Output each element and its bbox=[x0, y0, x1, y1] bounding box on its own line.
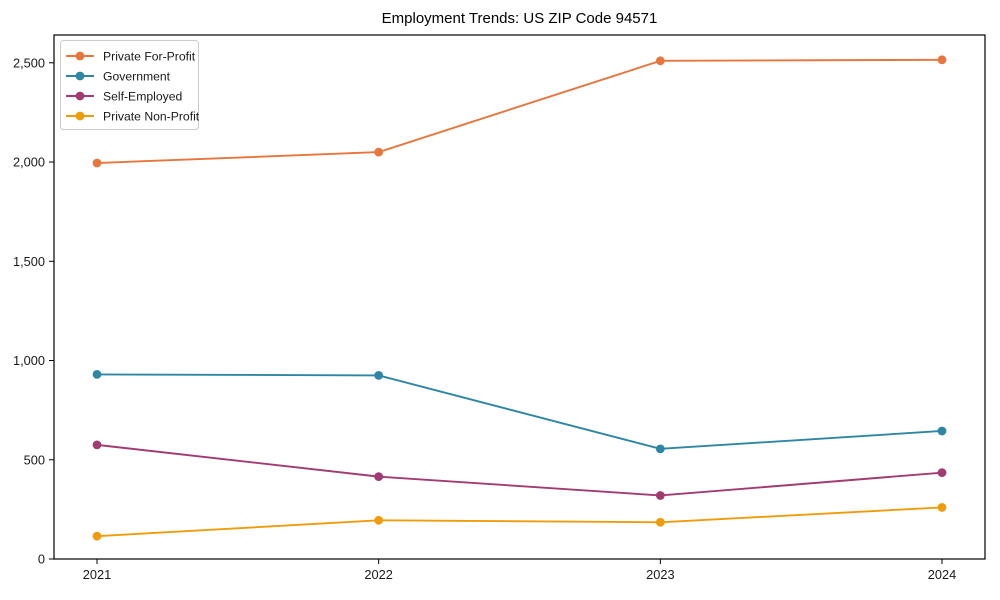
x-axis-tick-label: 2023 bbox=[646, 567, 674, 582]
series-marker-self-employed bbox=[92, 440, 102, 450]
y-axis-tick-label: 1,000 bbox=[13, 353, 45, 368]
x-axis-tick-label: 2024 bbox=[928, 567, 956, 582]
plot-border bbox=[53, 34, 986, 560]
legend-label-government: Government bbox=[103, 69, 171, 83]
legend-label-private-for-profit: Private For-Profit bbox=[103, 49, 196, 63]
legend-label-self-employed: Self-Employed bbox=[103, 89, 182, 103]
series-marker-self-employed bbox=[655, 491, 665, 500]
legend-marker-government bbox=[75, 71, 85, 81]
series-marker-private-for-profit bbox=[374, 147, 384, 157]
chart-title: Employment Trends: US ZIP Code 94571 bbox=[382, 10, 658, 27]
series-marker-self-employed bbox=[374, 472, 384, 482]
series-marker-private-non-profit bbox=[374, 515, 384, 525]
legend-box bbox=[60, 40, 199, 130]
series-marker-government bbox=[655, 444, 665, 454]
series-line-government bbox=[96, 373, 943, 450]
legend-label-private-non-profit: Private Non-Profit bbox=[103, 109, 200, 123]
series-line-private-for-profit bbox=[96, 58, 943, 164]
y-axis-tick-label: 1,500 bbox=[13, 254, 45, 269]
x-axis-tick-label: 2021 bbox=[83, 567, 111, 582]
series-marker-private-for-profit bbox=[92, 158, 102, 168]
series-marker-private-non-profit bbox=[655, 517, 665, 527]
legend: Private For-Profit Government Self-Employe… bbox=[60, 40, 200, 130]
series-marker-private-for-profit bbox=[655, 56, 665, 66]
y-axis-tick-label: 0 bbox=[38, 552, 45, 567]
x-axis-tick-label: 2022 bbox=[364, 567, 392, 582]
series-marker-government bbox=[374, 371, 384, 380]
series-line-private-non-profit bbox=[96, 506, 943, 538]
plot-area: 0 500 1,000 1,500 2,000 2,500 2021 2022 2023 2024… bbox=[13, 34, 986, 582]
legend-marker-self-employed bbox=[75, 91, 85, 101]
y-axis-tick-label: 2,500 bbox=[13, 55, 45, 70]
y-axis-tick-label: 500 bbox=[24, 452, 45, 467]
series-marker-government bbox=[92, 370, 102, 379]
series-line-self-employed bbox=[96, 443, 943, 497]
legend-marker-private-non-profit bbox=[75, 111, 85, 121]
series-marker-self-employed bbox=[937, 468, 947, 478]
legend-marker-private-for-profit bbox=[75, 51, 85, 61]
series-marker-government bbox=[937, 426, 947, 436]
y-axis-tick-label: 2,000 bbox=[13, 155, 45, 170]
series-marker-private-non-profit bbox=[92, 531, 102, 541]
series-marker-private-non-profit bbox=[937, 502, 947, 512]
series-marker-private-for-profit bbox=[937, 55, 947, 65]
